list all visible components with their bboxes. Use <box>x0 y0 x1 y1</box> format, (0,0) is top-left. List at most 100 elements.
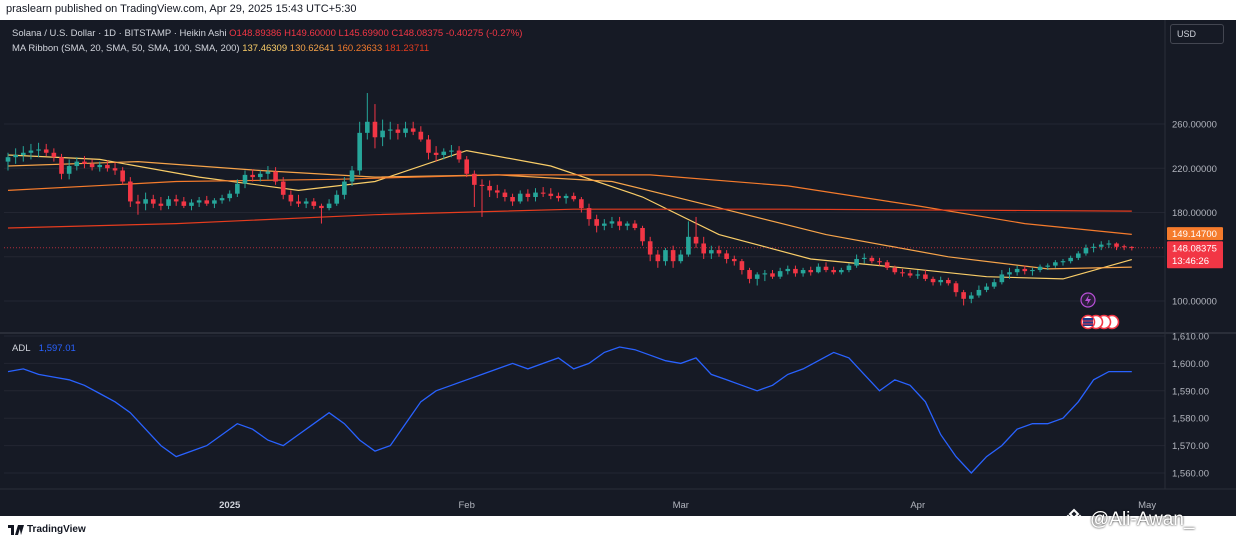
candle-body <box>655 254 661 262</box>
candle-body <box>517 193 523 202</box>
ohlc-close: C148.08375 <box>391 28 444 39</box>
publisher-bar: praslearn published on TradingView.com, … <box>0 0 1236 20</box>
currency-button[interactable]: USD <box>1170 24 1224 44</box>
candle-body <box>173 199 179 202</box>
candle-body <box>938 279 943 283</box>
candle-body <box>97 164 103 168</box>
symbol-name: Solana / U.S. Dollar · 1D · BITSTAMP · H… <box>12 28 227 39</box>
candle-body <box>189 202 194 206</box>
ma-price-badge: 149.14700 <box>1172 229 1217 240</box>
candle-body <box>602 223 607 226</box>
candle-body <box>143 199 148 204</box>
candle-body <box>257 173 263 178</box>
candle-body <box>854 258 859 266</box>
candle-body <box>242 174 248 184</box>
candle-body <box>624 223 630 226</box>
candle-body <box>991 282 997 287</box>
candle-body <box>663 250 668 262</box>
ma-line-sma-20 <box>7 149 1132 280</box>
candle-body <box>999 274 1005 283</box>
candle-body <box>594 219 599 226</box>
candle-body <box>953 283 959 293</box>
candle-body <box>907 273 913 276</box>
candle-body <box>762 273 768 275</box>
candle-body <box>311 201 317 206</box>
ma200-value: 181.23711 <box>384 43 430 54</box>
ma20-value: 137.46309 <box>242 43 288 54</box>
tradingview-logo-icon <box>8 524 24 535</box>
candle-body <box>120 170 125 182</box>
candle-body <box>43 149 49 153</box>
candle-body <box>349 170 355 182</box>
candle-body <box>670 250 676 262</box>
candle-body <box>403 128 408 133</box>
candle-body <box>212 200 217 204</box>
ohlc-low: L145.69900 <box>338 28 389 39</box>
candle-body <box>502 192 508 198</box>
candle-body <box>158 203 164 206</box>
candle-body <box>1098 244 1104 247</box>
candle-body <box>533 192 538 198</box>
candle-body <box>59 157 64 174</box>
candle-body <box>433 152 439 155</box>
tradingview-logo[interactable]: TradingView <box>8 524 86 535</box>
candle-body <box>196 200 202 203</box>
ma-line-sma-200 <box>7 208 1132 229</box>
candle-body <box>464 159 469 174</box>
adl-legend: ADL 1,597.01 <box>12 343 76 354</box>
candle-body <box>135 201 141 204</box>
candle-body <box>816 266 821 273</box>
candle-body <box>785 268 791 272</box>
price-tick-label: 180.00000 <box>1172 208 1217 219</box>
candle-body <box>105 164 110 169</box>
ma50-value: 130.62641 <box>289 43 335 54</box>
candle-body <box>984 286 989 290</box>
binance-diamond-icon <box>1062 508 1086 532</box>
candle-body <box>441 151 447 155</box>
candle-body <box>579 199 584 209</box>
last-price-badge-bg <box>1167 241 1223 269</box>
candle-body <box>1014 268 1020 273</box>
footer-bar <box>0 516 1236 544</box>
candle-body <box>571 195 577 200</box>
candle-body <box>869 257 875 262</box>
candle-body <box>808 270 814 273</box>
candle-body <box>724 253 729 259</box>
adl-tick-label: 1,570.00 <box>1172 441 1209 452</box>
candle-body <box>686 236 691 255</box>
us-flag-icon <box>1083 318 1093 326</box>
candle-body <box>892 267 898 273</box>
last-price-badge: 148.08375 <box>1172 243 1217 254</box>
chart-area[interactable] <box>0 20 1236 516</box>
candle-body <box>800 270 806 274</box>
candle-body <box>823 266 829 271</box>
candle-body <box>968 295 974 299</box>
time-tick-label: Feb <box>459 500 475 511</box>
candle-body <box>326 203 332 209</box>
time-tick-label: Apr <box>910 500 925 511</box>
watermark: @Ali-Awan_ <box>1062 508 1194 532</box>
candle-body <box>839 270 844 273</box>
candle-body <box>770 273 775 277</box>
candle-body <box>739 261 745 271</box>
ma-ribbon-legend: MA Ribbon (SMA, 20, SMA, 50, SMA, 100, S… <box>12 43 429 54</box>
candle-body <box>128 181 133 202</box>
candle-body <box>456 150 462 160</box>
time-tick-label: Mar <box>673 500 689 511</box>
candle-body <box>418 131 424 140</box>
symbol-legend: Solana / U.S. Dollar · 1D · BITSTAMP · H… <box>12 28 522 39</box>
candle-body <box>319 205 324 209</box>
candle-body <box>1114 243 1119 247</box>
candle-body <box>426 139 431 153</box>
candle-body <box>36 149 41 151</box>
candle-body <box>632 223 638 228</box>
time-tick-label: 2025 <box>219 500 241 511</box>
candle-body <box>342 181 347 195</box>
candle-body <box>1007 272 1012 275</box>
ma-ribbon-layer <box>4 149 1165 280</box>
adl-tick-label: 1,580.00 <box>1172 414 1209 425</box>
tradingview-logo-text: TradingView <box>27 524 86 535</box>
candle-body <box>372 121 378 138</box>
candle-body <box>1060 261 1066 263</box>
